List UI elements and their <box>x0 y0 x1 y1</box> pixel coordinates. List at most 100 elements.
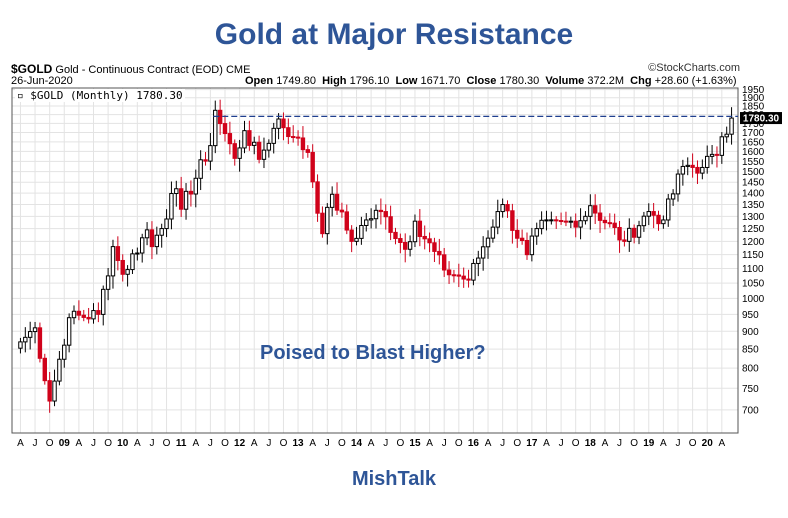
candle-body <box>617 226 622 241</box>
candle-body <box>505 204 510 212</box>
candle-body <box>203 159 208 162</box>
x-tick-label: 19 <box>643 438 655 449</box>
last-price-marker: 1780.30 <box>740 112 782 125</box>
y-tick-label: 1100 <box>742 264 764 275</box>
candle-body <box>724 133 729 138</box>
y-tick-label: 1050 <box>742 279 765 290</box>
candle-body <box>261 149 267 160</box>
candle-body <box>198 159 203 179</box>
chart-annotation: Poised to Blast Higher? <box>260 342 486 364</box>
candle-body <box>47 380 52 402</box>
candle-body <box>76 310 82 316</box>
candle-body <box>627 227 632 242</box>
candle-body <box>622 239 627 242</box>
x-tick-label: J <box>149 438 154 449</box>
candle-body <box>534 228 539 237</box>
candle-body <box>329 193 335 208</box>
candle-body <box>37 327 43 359</box>
x-tick-label: 13 <box>293 438 305 449</box>
y-tick-label: 1000 <box>742 294 765 305</box>
y-tick-label: 1600 <box>742 147 765 158</box>
open-label: Open <box>245 75 274 87</box>
candle-body <box>695 166 700 174</box>
x-tick-label: A <box>660 438 667 449</box>
low-label: Low <box>395 75 418 87</box>
time-axis: A J O 09 A J O 10 A J O 11 A J O 12 A J O 13 A J O 14 A J O 15 A J O 16… <box>17 438 725 449</box>
x-tick-label: A <box>368 438 375 449</box>
candle-body <box>213 109 218 147</box>
high-label: High <box>322 75 347 87</box>
candlestick-series <box>18 99 734 413</box>
candle-body <box>412 220 418 243</box>
x-tick-label: 09 <box>59 438 71 449</box>
price-axis: 700 750 800 850 900 950 1000 1050 1100 1150 1200 12… <box>742 86 765 416</box>
x-tick-label: 16 <box>468 438 480 449</box>
candle-body <box>276 118 281 129</box>
candle-body <box>592 205 598 214</box>
low-value: 1671.70 <box>420 75 461 87</box>
candle-body <box>315 181 320 214</box>
y-tick-label: 1250 <box>742 224 765 235</box>
candle-body <box>110 246 116 277</box>
candle-body <box>368 218 374 221</box>
candle-body <box>495 211 500 228</box>
candle-body <box>480 246 486 259</box>
candle-body <box>690 164 695 168</box>
candle-body <box>709 153 715 157</box>
candle-body <box>700 166 705 174</box>
y-tick-label: 1500 <box>742 167 765 178</box>
x-tick-label: A <box>251 438 258 449</box>
quote-date: 26-Jun-2020 <box>11 75 73 87</box>
x-tick-label: J <box>266 438 271 449</box>
y-tick-label: 950 <box>742 310 759 321</box>
candle-body <box>18 341 23 349</box>
x-tick-label: O <box>280 438 288 449</box>
candle-body <box>451 274 457 277</box>
symbol-line: $GOLD Gold - Continuous Contract (EOD) C… <box>11 62 250 76</box>
candle-body <box>149 229 155 248</box>
candle-body <box>96 310 101 315</box>
candle-body <box>222 123 228 135</box>
candle-body <box>446 269 452 276</box>
candle-body <box>636 225 642 238</box>
candle-body <box>144 229 150 239</box>
candle-body <box>471 262 476 281</box>
brand-footer[interactable]: MishTalk <box>351 468 437 490</box>
candle-body <box>135 252 140 255</box>
candle-body <box>641 215 647 227</box>
y-tick-label: 1350 <box>742 200 765 211</box>
candle-body <box>398 238 403 244</box>
x-tick-label: 20 <box>702 438 714 449</box>
candle-body <box>554 219 559 222</box>
candle-body <box>476 257 481 264</box>
candle-body <box>174 188 179 195</box>
candle-body <box>578 220 583 228</box>
chart-grid <box>12 88 738 433</box>
candle-body <box>388 216 393 233</box>
price-chart[interactable]: 700 750 800 850 900 950 1000 1050 1100 1150 1200 12… <box>0 86 788 456</box>
candle-body <box>242 130 247 149</box>
candle-body <box>558 220 564 223</box>
candle-body <box>310 151 315 183</box>
x-tick-label: O <box>338 438 346 449</box>
candle-body <box>656 214 661 225</box>
candle-body <box>524 239 530 256</box>
candle-body <box>266 142 272 151</box>
y-tick-label: 700 <box>742 405 759 416</box>
y-tick-label: 1150 <box>742 250 764 261</box>
y-tick-label: 1550 <box>742 157 765 168</box>
copyright[interactable]: ©StockCharts.com <box>648 62 740 74</box>
candle-body <box>607 222 613 225</box>
change-label: Chg <box>630 75 652 87</box>
candle-body <box>651 211 656 216</box>
candle-body <box>115 246 121 261</box>
candle-body <box>437 250 442 256</box>
x-tick-label: O <box>221 438 229 449</box>
x-tick-label: O <box>513 438 521 449</box>
candle-body <box>42 357 47 382</box>
candle-body <box>62 344 67 360</box>
candle-body <box>81 314 86 318</box>
candle-body <box>125 269 130 275</box>
x-tick-label: A <box>192 438 199 449</box>
volume-label: Volume <box>545 75 585 87</box>
